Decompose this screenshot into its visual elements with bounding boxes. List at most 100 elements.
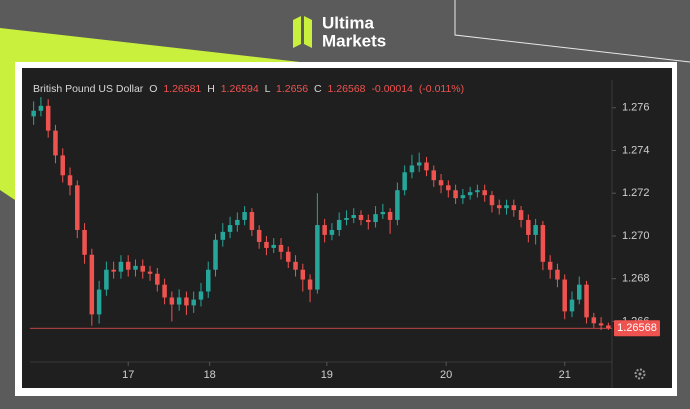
candle-body (264, 241, 269, 248)
candle-body (293, 261, 298, 270)
candle-body (540, 225, 546, 262)
candle-body (147, 271, 153, 274)
candle-body (533, 225, 538, 235)
change: -0.00014 (371, 83, 413, 95)
candle-body (482, 190, 487, 196)
candle-body (278, 244, 284, 252)
candle-body (213, 239, 218, 270)
candle-body (307, 279, 313, 290)
candle-body (191, 299, 196, 306)
ohlc-value: 1.2656 (276, 83, 308, 95)
candle-body (431, 170, 437, 181)
candle-body (31, 110, 36, 117)
candle-body (344, 218, 349, 220)
candle-body (45, 105, 51, 131)
candle-body (555, 269, 560, 280)
candle-body (125, 261, 131, 270)
candle-body (118, 261, 124, 272)
candle-body (53, 130, 58, 156)
candle-body (286, 251, 291, 262)
candle-body (366, 219, 371, 223)
candle-body (416, 162, 422, 166)
candle-body (169, 297, 175, 305)
price-marker (614, 320, 660, 337)
accent-band (0, 28, 300, 62)
candle-body (489, 195, 495, 206)
candle-body (315, 225, 320, 290)
candle-body (504, 205, 509, 209)
candle-body (518, 210, 524, 220)
gear-center (638, 372, 642, 376)
ohlc-value: 1.26581 (163, 83, 201, 95)
candle-body (496, 205, 502, 209)
price-label: 1.26568 (617, 322, 657, 334)
candle-body (598, 323, 604, 326)
x-tick-label: 21 (559, 369, 571, 381)
candle-body (271, 244, 276, 248)
ohlc-key: L (265, 83, 271, 95)
candle-body (111, 269, 116, 272)
candle-body (75, 185, 80, 230)
x-tick-label: 17 (122, 369, 134, 381)
candle-body (329, 229, 335, 235)
candle-body (351, 215, 356, 219)
candle-body (300, 269, 306, 280)
candle-body (511, 205, 517, 211)
candle-body (547, 261, 553, 270)
candle-body (475, 190, 480, 193)
x-tick-label: 20 (440, 369, 452, 381)
candle-body (155, 273, 160, 285)
change-pct: (-0.011%) (419, 83, 464, 95)
settings-icon[interactable] (634, 368, 646, 380)
candle-body (438, 180, 444, 186)
candle-body (387, 212, 393, 220)
y-tick-label: 1.276 (622, 102, 650, 114)
candle-body (322, 225, 327, 235)
decor-line (454, 0, 690, 63)
candle-body (373, 214, 378, 223)
candle-body (38, 105, 44, 111)
ohlc-value: 1.26568 (328, 83, 366, 95)
candle-body (358, 215, 364, 220)
candle-body (227, 225, 233, 232)
candle-body (140, 265, 146, 272)
candle-body (176, 297, 182, 305)
accent-band (0, 62, 15, 200)
candle-body (104, 269, 109, 290)
candle-body (526, 219, 531, 235)
candle-body (453, 190, 458, 199)
candle-body (446, 185, 451, 191)
ohlc-value: 1.26594 (221, 83, 259, 95)
candle-body (606, 325, 611, 329)
logo-mark (293, 16, 301, 48)
candle-body (336, 219, 342, 230)
candle-body (395, 190, 400, 220)
candle-body (198, 291, 204, 300)
candle-body (96, 289, 102, 315)
candle-body (584, 284, 589, 318)
gear[interactable] (634, 368, 646, 380)
ohlc-key: C (314, 83, 322, 95)
candle-body (60, 155, 65, 176)
x-tick-label: 19 (321, 369, 333, 381)
candle-body (591, 317, 597, 324)
candle-body (242, 212, 247, 220)
candle-body (184, 297, 189, 306)
candle-body (133, 265, 138, 270)
ohlc-key: O (149, 83, 157, 95)
candle-body (89, 254, 95, 315)
y-tick-label: 1.268 (622, 273, 650, 285)
ohlc-key: H (207, 83, 215, 95)
candle-body (424, 162, 429, 171)
brand-text: Ultima (322, 13, 375, 32)
candle-body (249, 212, 255, 230)
candle-body (82, 229, 87, 255)
candle-body (235, 219, 240, 226)
y-tick-label: 1.274 (622, 144, 650, 156)
series-name: British Pound US Dollar (33, 83, 144, 95)
candle-body (409, 165, 415, 173)
brand-text: Markets (322, 31, 386, 50)
candle-body (569, 299, 575, 312)
candle-body (256, 229, 262, 242)
y-tick-label: 1.272 (622, 187, 650, 199)
